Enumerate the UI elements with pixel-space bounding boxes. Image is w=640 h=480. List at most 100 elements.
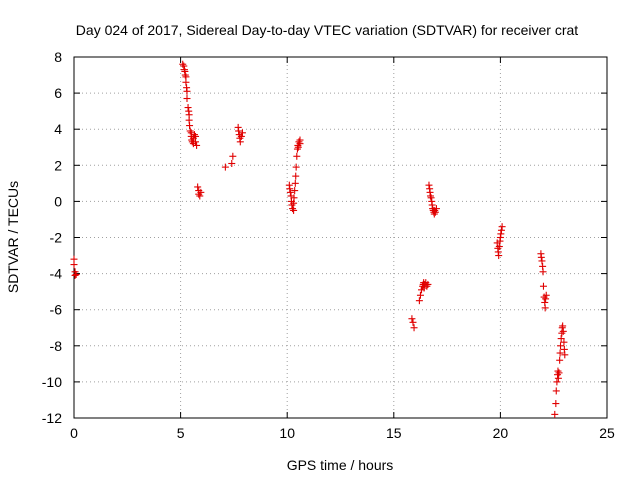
data-point [426,192,434,200]
y-tick-label: 4 [54,121,62,137]
data-point [556,356,564,364]
data-point [560,338,568,346]
data-point [557,335,565,343]
data-point [551,410,559,418]
x-tick-label: 10 [279,425,295,441]
x-tick-label: 25 [599,425,615,441]
y-tick-label: -4 [50,266,63,282]
data-point [295,138,303,146]
data-point [554,367,562,375]
data-point [221,163,229,171]
data-point [495,243,503,251]
data-point [291,179,299,187]
data-point [415,297,423,305]
y-axis-label: SDTVAR / TECUs [5,181,21,293]
data-points [70,60,569,418]
x-tick-label: 5 [177,425,185,441]
data-point [542,291,550,299]
data-point [537,253,545,261]
y-tick-label: -6 [50,302,63,318]
data-point [294,143,302,151]
data-point [292,172,300,180]
y-tick-label: -2 [50,230,63,246]
data-point [192,138,200,146]
data-point [71,271,79,279]
plot-frame [73,56,608,419]
data-point [193,141,201,149]
x-tick-label: 0 [70,425,78,441]
data-point [427,194,435,202]
y-tick-label: 8 [54,49,62,65]
y-tick-label: -8 [50,338,63,354]
data-point [553,378,561,386]
data-point [286,188,294,196]
data-point [290,206,298,214]
data-point [552,400,560,408]
data-point [561,351,569,359]
data-point [556,349,564,357]
data-point [235,127,243,135]
data-point [197,188,205,196]
x-tick-label: 20 [493,425,509,441]
data-point [194,183,202,191]
y-tick-label: 6 [54,85,62,101]
data-point [416,291,424,299]
data-point [290,194,298,202]
data-point [292,163,300,171]
data-point [184,104,192,112]
data-point [182,78,190,86]
data-point [555,369,563,377]
data-point [410,324,418,332]
axis-ticks: 0 5 10 15 20 25 -12 -10 -8 -6 -4 -2 0 2 4 6 8 [42,49,615,441]
data-point [72,271,80,279]
data-point [293,152,301,160]
data-point [186,127,194,135]
data-point [554,374,562,382]
data-point [229,152,237,160]
data-point [542,295,550,303]
y-tick-label: -10 [42,374,62,390]
x-axis-label: GPS time / hours [287,457,394,473]
data-point [497,226,505,234]
data-point [495,252,503,260]
data-point [552,387,560,395]
data-point [539,268,547,276]
data-point [288,201,296,209]
chart-title: Day 024 of 2017, Sidereal Day-to-day VTE… [76,22,578,38]
grid-lines [74,57,607,418]
data-point [408,315,416,323]
data-point [497,230,505,238]
data-point [409,318,417,326]
data-point [186,122,194,130]
data-point [291,187,299,195]
data-point [228,159,236,167]
data-point [498,223,506,231]
data-point [424,280,432,288]
data-point [557,342,565,350]
data-point [425,181,433,189]
y-tick-label: 0 [54,193,62,209]
data-point [559,322,567,330]
y-tick-label: -12 [42,410,62,426]
data-point [538,257,546,265]
data-point [559,327,567,335]
data-point [180,62,188,70]
data-point [183,87,191,95]
data-point [237,132,245,140]
data-point [196,192,204,200]
data-point [541,304,549,312]
data-point [238,129,246,137]
data-point [286,185,294,193]
data-point [236,138,244,146]
data-point [70,261,78,269]
x-tick-label: 15 [386,425,402,441]
y-tick-label: 2 [54,157,62,173]
data-point [539,282,547,290]
data-point [432,205,440,213]
data-point [289,205,297,213]
data-point [431,208,439,216]
data-point [296,136,304,144]
data-point [181,71,189,79]
data-point [183,95,191,103]
